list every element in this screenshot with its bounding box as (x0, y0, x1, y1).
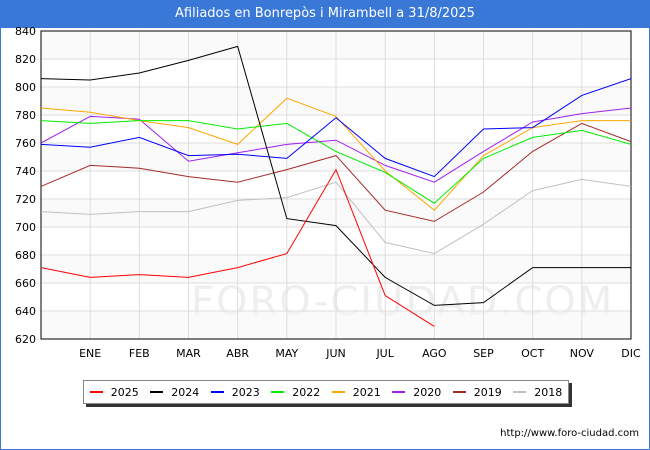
y-tick-label: 620 (15, 333, 36, 346)
source-url: http://www.foro-ciudad.com (500, 428, 639, 439)
series-line-2019 (40, 122, 632, 222)
y-tick-label: 720 (15, 193, 36, 206)
chart-title: Afiliados en Bonrepòs i Mirambell a 31/8… (1, 1, 649, 28)
x-tick-label: ENE (79, 347, 101, 360)
legend-item-2021: 2021 (331, 385, 381, 399)
x-tick-label: AGO (422, 347, 447, 360)
series-line-2022 (40, 120, 632, 204)
legend-label: 2022 (292, 385, 321, 399)
x-tick-label: SEP (473, 347, 494, 360)
legend-label: 2018 (534, 385, 563, 399)
x-tick-label: JUL (375, 347, 394, 360)
series-line-2018 (40, 178, 632, 255)
x-tick-label: MAY (275, 347, 298, 360)
series-line-2023 (40, 78, 632, 178)
y-tick-label: 680 (15, 249, 36, 262)
legend-item-2025: 2025 (89, 385, 139, 399)
series-line-2024 (40, 45, 631, 306)
series-line-2025 (40, 168, 435, 327)
legend-swatch (513, 391, 527, 393)
legend-item-2024: 2024 (150, 386, 199, 399)
y-tick-label: 660 (15, 277, 36, 290)
legend-item-2023: 2023 (210, 385, 260, 399)
x-tick-label: NOV (570, 347, 595, 360)
y-tick-label: 800 (15, 81, 36, 94)
x-tick-label: JUN (325, 347, 346, 360)
legend-swatch (392, 391, 406, 393)
legend-swatch (331, 391, 345, 393)
legend-item-2022: 2022 (271, 386, 320, 399)
plot-frame (40, 30, 632, 340)
legend-label: 2020 (413, 385, 442, 399)
y-tick-label: 640 (15, 305, 36, 318)
y-tick-label: 760 (15, 137, 36, 150)
legend-swatch (150, 391, 164, 393)
legend-label: 2021 (352, 385, 381, 399)
y-tick-label: 820 (15, 53, 36, 66)
series-line-2020 (40, 107, 632, 183)
legend-swatch (210, 391, 224, 393)
legend-item-2018: 2018 (513, 386, 562, 399)
x-tick-label: MAR (176, 347, 201, 360)
legend-label: 2024 (171, 385, 200, 399)
legend-swatch (452, 391, 466, 393)
legend: 2025 2024 2023 2022 2021 2020 2019 2018 (83, 380, 569, 404)
legend-label: 2019 (473, 385, 502, 399)
legend-label: 2023 (231, 385, 260, 399)
legend-item-2019: 2019 (452, 385, 502, 399)
x-tick-label: FEB (129, 347, 150, 360)
x-tick-label: OCT (521, 347, 544, 360)
legend-item-2020: 2020 (392, 386, 441, 399)
x-tick-label: DIC (621, 347, 641, 360)
y-tick-label: 700 (15, 221, 36, 234)
y-tick-label: 840 (15, 25, 36, 38)
legend-swatch (271, 391, 285, 393)
x-tick-label: ABR (226, 347, 249, 360)
legend-label: 2025 (110, 385, 139, 399)
legend-swatch (89, 391, 103, 393)
y-tick-label: 740 (15, 165, 36, 178)
y-tick-label: 780 (15, 109, 36, 122)
